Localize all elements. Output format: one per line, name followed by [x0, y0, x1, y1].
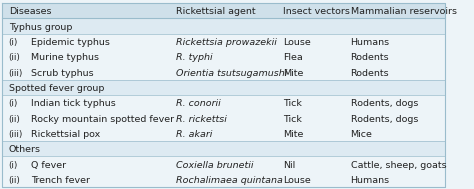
- Text: R. conorii: R. conorii: [176, 99, 221, 108]
- Text: Nil: Nil: [283, 161, 296, 170]
- Text: Murine typhus: Murine typhus: [31, 53, 100, 62]
- Bar: [2, 126, 446, 141]
- Bar: [2, 64, 446, 80]
- Text: Mite: Mite: [283, 130, 304, 139]
- Text: (i): (i): [8, 161, 18, 170]
- Bar: [2, 18, 446, 34]
- Bar: [2, 95, 446, 110]
- Text: Rocky mountain spotted fever: Rocky mountain spotted fever: [31, 115, 174, 124]
- Text: Rickettsia prowazekii: Rickettsia prowazekii: [176, 38, 277, 47]
- Text: (ii): (ii): [8, 53, 20, 62]
- Text: (iii): (iii): [8, 130, 22, 139]
- Text: Humans: Humans: [351, 38, 390, 47]
- Text: Cattle, sheep, goats: Cattle, sheep, goats: [351, 161, 446, 170]
- Text: (ii): (ii): [8, 176, 20, 185]
- Text: Q fever: Q fever: [31, 161, 66, 170]
- Bar: [2, 141, 446, 156]
- Text: R. rickettsi: R. rickettsi: [176, 115, 227, 124]
- Text: Louse: Louse: [283, 176, 311, 185]
- Bar: [2, 110, 446, 126]
- Text: Epidemic typhus: Epidemic typhus: [31, 38, 110, 47]
- Text: Rickettsial pox: Rickettsial pox: [31, 130, 100, 139]
- Text: Insect vectors: Insect vectors: [283, 7, 350, 16]
- Text: Louse: Louse: [283, 38, 311, 47]
- Bar: [2, 49, 446, 64]
- Text: Tick: Tick: [283, 115, 302, 124]
- Text: Tick: Tick: [283, 99, 302, 108]
- Bar: [2, 3, 446, 18]
- Text: Trench fever: Trench fever: [31, 176, 91, 185]
- Text: Spotted fever group: Spotted fever group: [9, 84, 104, 93]
- Text: Indian tick typhus: Indian tick typhus: [31, 99, 116, 108]
- Text: (iii): (iii): [8, 69, 22, 78]
- Bar: [2, 172, 446, 187]
- Text: Rochalimaea quintana: Rochalimaea quintana: [176, 176, 283, 185]
- Text: Humans: Humans: [351, 176, 390, 185]
- Text: R. akari: R. akari: [176, 130, 212, 139]
- Text: Rodents, dogs: Rodents, dogs: [351, 115, 418, 124]
- Text: Diseases: Diseases: [9, 7, 52, 16]
- Text: Scrub typhus: Scrub typhus: [31, 69, 94, 78]
- Text: Others: Others: [9, 146, 41, 154]
- Text: Rodents: Rodents: [351, 53, 389, 62]
- Text: R. typhi: R. typhi: [176, 53, 212, 62]
- Bar: [2, 156, 446, 172]
- Text: (i): (i): [8, 38, 18, 47]
- Text: Typhus group: Typhus group: [9, 23, 73, 32]
- Bar: [2, 80, 446, 95]
- Bar: [2, 34, 446, 49]
- Text: (ii): (ii): [8, 115, 20, 124]
- Text: Flea: Flea: [283, 53, 303, 62]
- Text: Mice: Mice: [351, 130, 373, 139]
- Text: Rickettsial agent: Rickettsial agent: [176, 7, 255, 16]
- Text: Orientia tsutsugamushi: Orientia tsutsugamushi: [176, 69, 287, 78]
- Text: (i): (i): [8, 99, 18, 108]
- Text: Mammalian reservoirs: Mammalian reservoirs: [351, 7, 456, 16]
- Text: Rodents, dogs: Rodents, dogs: [351, 99, 418, 108]
- Text: Rodents: Rodents: [351, 69, 389, 78]
- Text: Mite: Mite: [283, 69, 304, 78]
- Text: Coxiella brunetii: Coxiella brunetii: [176, 161, 254, 170]
